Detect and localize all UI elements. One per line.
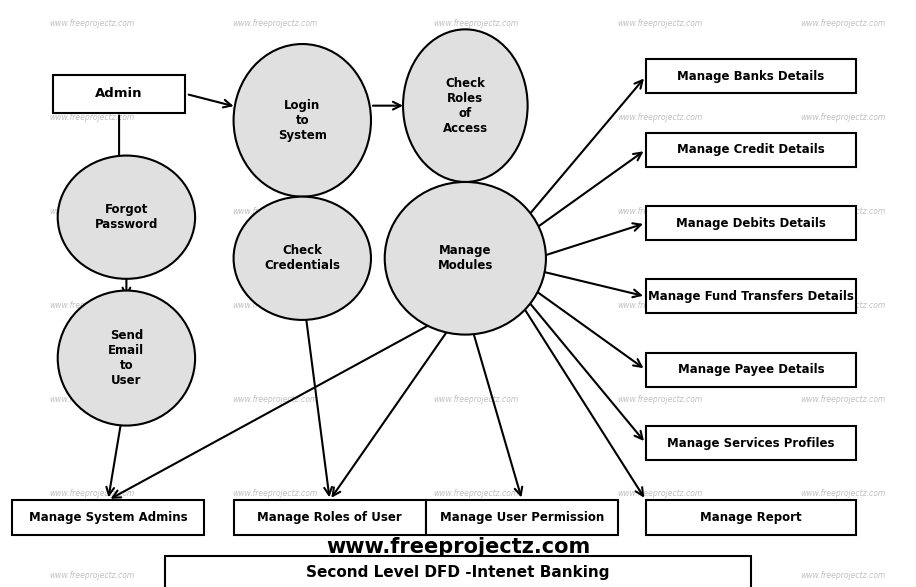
Text: www.freeprojectz.com: www.freeprojectz.com: [232, 19, 318, 28]
Text: Manage Banks Details: Manage Banks Details: [678, 70, 824, 83]
Text: www.freeprojectz.com: www.freeprojectz.com: [800, 19, 886, 28]
FancyBboxPatch shape: [646, 59, 856, 93]
Text: Manage Report: Manage Report: [701, 511, 802, 524]
Text: www.freeprojectz.com: www.freeprojectz.com: [433, 207, 519, 216]
Text: www.freeprojectz.com: www.freeprojectz.com: [433, 19, 519, 28]
Ellipse shape: [234, 197, 371, 320]
Text: www.freeprojectz.com: www.freeprojectz.com: [232, 301, 318, 310]
Text: www.freeprojectz.com: www.freeprojectz.com: [800, 113, 886, 122]
Text: Second Level DFD -Intenet Banking: Second Level DFD -Intenet Banking: [306, 565, 610, 581]
Text: www.freeprojectz.com: www.freeprojectz.com: [800, 488, 886, 498]
Text: Admin: Admin: [95, 87, 143, 100]
Text: www.freeprojectz.com: www.freeprojectz.com: [232, 394, 318, 404]
FancyBboxPatch shape: [12, 500, 204, 535]
Text: Manage Credit Details: Manage Credit Details: [677, 143, 825, 156]
Text: www.freeprojectz.com: www.freeprojectz.com: [800, 394, 886, 404]
Text: www.freeprojectz.com: www.freeprojectz.com: [616, 301, 703, 310]
Text: Manage Payee Details: Manage Payee Details: [678, 363, 824, 376]
Ellipse shape: [58, 156, 195, 279]
Text: www.freeprojectz.com: www.freeprojectz.com: [800, 207, 886, 216]
Text: www.freeprojectz.com: www.freeprojectz.com: [49, 394, 135, 404]
Text: Manage Services Profiles: Manage Services Profiles: [668, 437, 834, 450]
Text: www.freeprojectz.com: www.freeprojectz.com: [433, 113, 519, 122]
FancyBboxPatch shape: [53, 75, 185, 113]
Text: Check
Credentials: Check Credentials: [265, 244, 340, 272]
Text: www.freeprojectz.com: www.freeprojectz.com: [800, 571, 886, 580]
Text: www.freeprojectz.com: www.freeprojectz.com: [616, 394, 703, 404]
FancyBboxPatch shape: [234, 500, 426, 535]
Text: www.freeprojectz.com: www.freeprojectz.com: [232, 571, 318, 580]
Text: Manage System Admins: Manage System Admins: [28, 511, 188, 524]
Text: www.freeprojectz.com: www.freeprojectz.com: [232, 488, 318, 498]
FancyBboxPatch shape: [646, 426, 856, 460]
Ellipse shape: [58, 291, 195, 426]
FancyBboxPatch shape: [165, 556, 751, 587]
Text: www.freeprojectz.com: www.freeprojectz.com: [433, 571, 519, 580]
Text: Manage Fund Transfers Details: Manage Fund Transfers Details: [649, 290, 854, 303]
Text: www.freeprojectz.com: www.freeprojectz.com: [232, 113, 318, 122]
Text: www.freeprojectz.com: www.freeprojectz.com: [49, 488, 135, 498]
Text: www.freeprojectz.com: www.freeprojectz.com: [49, 113, 135, 122]
Text: Manage
Modules: Manage Modules: [438, 244, 493, 272]
Text: www.freeprojectz.com: www.freeprojectz.com: [433, 488, 519, 498]
Text: Manage Debits Details: Manage Debits Details: [676, 217, 826, 230]
Text: www.freeprojectz.com: www.freeprojectz.com: [49, 571, 135, 580]
Text: Manage User Permission: Manage User Permission: [440, 511, 605, 524]
Text: www.freeprojectz.com: www.freeprojectz.com: [616, 488, 703, 498]
FancyBboxPatch shape: [646, 206, 856, 240]
Text: www.freeprojectz.com: www.freeprojectz.com: [433, 301, 519, 310]
Text: www.freeprojectz.com: www.freeprojectz.com: [616, 113, 703, 122]
FancyBboxPatch shape: [646, 133, 856, 167]
Text: www.freeprojectz.com: www.freeprojectz.com: [433, 394, 519, 404]
Text: www.freeprojectz.com: www.freeprojectz.com: [616, 207, 703, 216]
FancyBboxPatch shape: [646, 279, 856, 313]
FancyBboxPatch shape: [646, 500, 856, 535]
FancyBboxPatch shape: [426, 500, 618, 535]
Text: www.freeprojectz.com: www.freeprojectz.com: [616, 19, 703, 28]
Text: www.freeprojectz.com: www.freeprojectz.com: [49, 207, 135, 216]
Text: www.freeprojectz.com: www.freeprojectz.com: [232, 207, 318, 216]
Ellipse shape: [234, 44, 371, 197]
Text: Forgot
Password: Forgot Password: [94, 203, 158, 231]
FancyBboxPatch shape: [646, 353, 856, 387]
Text: www.freeprojectz.com: www.freeprojectz.com: [49, 19, 135, 28]
Text: Manage Roles of User: Manage Roles of User: [257, 511, 402, 524]
Text: www.freeprojectz.com: www.freeprojectz.com: [326, 537, 590, 557]
Text: www.freeprojectz.com: www.freeprojectz.com: [800, 301, 886, 310]
Text: Login
to
System: Login to System: [278, 99, 327, 142]
Text: Check
Roles
of
Access: Check Roles of Access: [442, 77, 488, 134]
Ellipse shape: [385, 182, 546, 335]
Text: www.freeprojectz.com: www.freeprojectz.com: [616, 571, 703, 580]
Text: www.freeprojectz.com: www.freeprojectz.com: [49, 301, 135, 310]
Text: Send
Email
to
User: Send Email to User: [108, 329, 145, 387]
Ellipse shape: [403, 29, 528, 182]
